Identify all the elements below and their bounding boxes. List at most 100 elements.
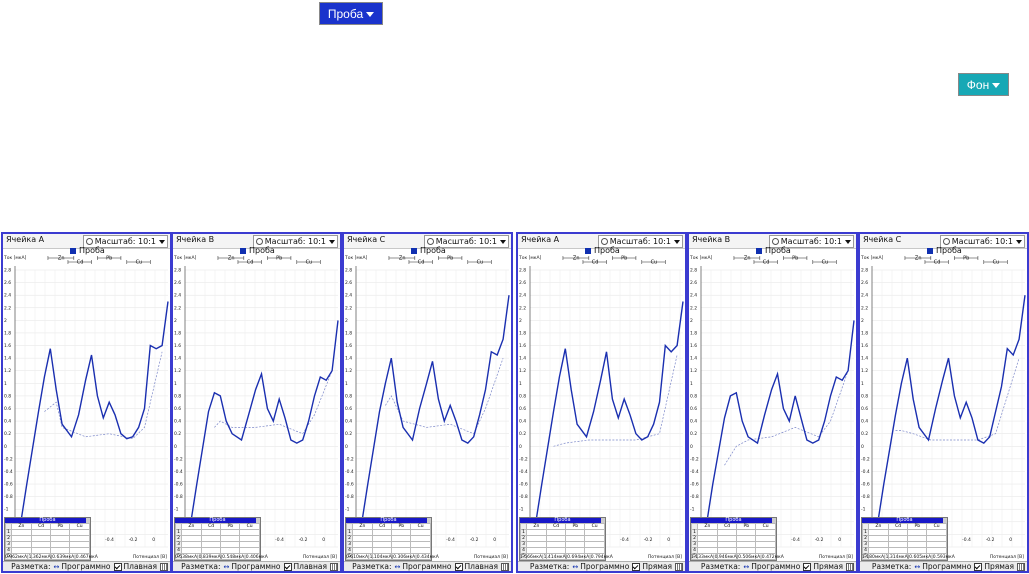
y-tick-label: 2.2 [4,305,11,311]
x-tick-label: 0 [838,537,841,543]
y-axis-label: Ток [мкА] [3,255,27,261]
y-tick-label: 2.6 [690,280,697,286]
y-tick-label: -0.2 [861,456,870,462]
results-table: Проба Zn Cd Pb Cu 1 2 3 4 5 [345,517,432,561]
y-tick-label: -0.2 [4,456,13,462]
mode-checkbox[interactable] [632,562,641,571]
y-tick-label: 0.4 [690,419,697,425]
peak-label: Zn [915,256,922,262]
table-row: 5 [862,553,947,560]
fon-button[interactable]: Фон [958,73,1009,96]
mode-checkbox[interactable] [974,562,983,571]
panel-footer: Разметка: ↔ Программно Прямая [689,561,856,571]
table-cell[interactable] [239,553,260,560]
zoom-select[interactable]: Масштаб: 10:1 [768,235,854,248]
grid-icon[interactable] [675,562,683,571]
grid-icon[interactable] [501,562,509,571]
grid-icon[interactable] [846,562,854,571]
mode-label[interactable]: Плавная [464,562,498,571]
arrows-icon[interactable]: ↔ [914,562,921,571]
legend-swatch [240,247,246,254]
table-cell[interactable] [69,553,90,560]
x-tick-label: -0.4 [620,537,629,543]
y-tick-label: -0.4 [345,469,354,475]
mode-label[interactable]: Плавная [293,562,327,571]
minimize-icon[interactable] [943,518,947,523]
y-tick-label: 1.4 [861,356,868,362]
mode-checkbox[interactable] [283,562,292,571]
chart-legend: Проба [927,246,962,255]
arrows-icon[interactable]: ↔ [394,562,401,571]
chart-legend: Проба [756,246,791,255]
programmatic-option[interactable]: Программно [751,562,801,571]
sample-curve [701,320,855,549]
proba-button[interactable]: Проба [319,2,383,25]
peak-label: Zn [399,256,406,262]
grid-icon[interactable] [1017,562,1025,571]
results-grid: Zn Cd Pb Cu 1 2 3 4 5 [346,523,431,560]
table-cell[interactable] [200,553,222,560]
programmatic-option[interactable]: Программно [402,562,452,571]
minimize-icon[interactable] [427,518,431,523]
mode-label[interactable]: Прямая [813,562,843,571]
programmatic-option[interactable]: Программно [231,562,281,571]
y-tick-label: 0 [690,444,693,450]
table-cell[interactable] [926,553,947,560]
programmatic-option[interactable]: Программно [61,562,111,571]
chevron-down-icon [329,239,335,244]
summary-values: 1.133мкА|0.946мкА|0.506мкА|0.472мкА [691,555,784,560]
table-cell[interactable] [755,553,776,560]
mode-checkbox[interactable] [113,562,122,571]
mode-label[interactable]: Плавная [123,562,157,571]
y-tick-label: -0.4 [861,469,870,475]
table-cell[interactable] [545,553,567,560]
arrows-icon[interactable]: ↔ [223,562,230,571]
zoom-label: Масштаб: 10:1 [94,237,156,246]
mode-label[interactable]: Прямая [642,562,672,571]
arrows-icon[interactable]: ↔ [743,562,750,571]
programmatic-option[interactable]: Программно [580,562,630,571]
peak-label: Zn [228,256,235,262]
zoom-select[interactable]: Масштаб: 10:1 [597,235,683,248]
results-table-title-text: Проба [380,517,397,523]
y-tick-label: 1.6 [174,343,181,349]
y-tick-label: 0.4 [519,419,526,425]
zoom-select[interactable]: Масштаб: 10:1 [939,235,1025,248]
table-cell[interactable] [371,553,393,560]
table-cell[interactable] [887,553,909,560]
table-row: 5 [175,553,260,560]
minimize-icon[interactable] [256,518,260,523]
voltammogram-chart: 2.8 2.6 2.4 2.2 2 1.8 1.6 1.4 1.2 1 0.8 0.6 0.4 0.2 0 -… [173,255,339,549]
zoom-select[interactable]: Масштаб: 10:1 [423,235,509,248]
grid-icon[interactable] [160,562,168,571]
zoom-select[interactable]: Масштаб: 10:1 [252,235,338,248]
y-tick-label: 1.8 [519,330,526,336]
cell-panel: Ячейка С Масштаб: 10:1 Проба 2.8 2.6 2.4 2.2 2 1… [858,232,1029,573]
table-cell[interactable] [30,553,52,560]
table-cell[interactable] [716,553,738,560]
y-tick-label: 1.6 [4,343,11,349]
peak-label: Pb [447,256,453,262]
mode-checkbox[interactable] [803,562,812,571]
arrows-icon[interactable]: ↔ [572,562,579,571]
y-tick-label: 2 [519,318,522,324]
y-tick-label: 1.4 [345,356,352,362]
grid-icon[interactable] [330,562,338,571]
panel-title: Ячейка А [6,235,45,244]
x-axis-label: Потенциал [B] [473,555,508,560]
minimize-icon[interactable] [601,518,605,523]
programmatic-option[interactable]: Программно [922,562,972,571]
mode-label[interactable]: Прямая [984,562,1014,571]
table-cell[interactable] [584,553,605,560]
y-tick-label: 0 [345,444,348,450]
arrows-icon[interactable]: ↔ [53,562,60,571]
table-cell[interactable] [410,553,431,560]
results-grid: Zn Cd Pb Cu 1 2 3 4 5 [691,523,776,560]
minimize-icon[interactable] [86,518,90,523]
baseline-curve [553,354,678,447]
y-tick-label: 1.2 [690,368,697,374]
minimize-icon[interactable] [772,518,776,523]
mode-checkbox[interactable] [454,562,463,571]
legend-label: Проба [249,246,275,255]
zoom-select[interactable]: Масштаб: 10:1 [82,235,168,248]
